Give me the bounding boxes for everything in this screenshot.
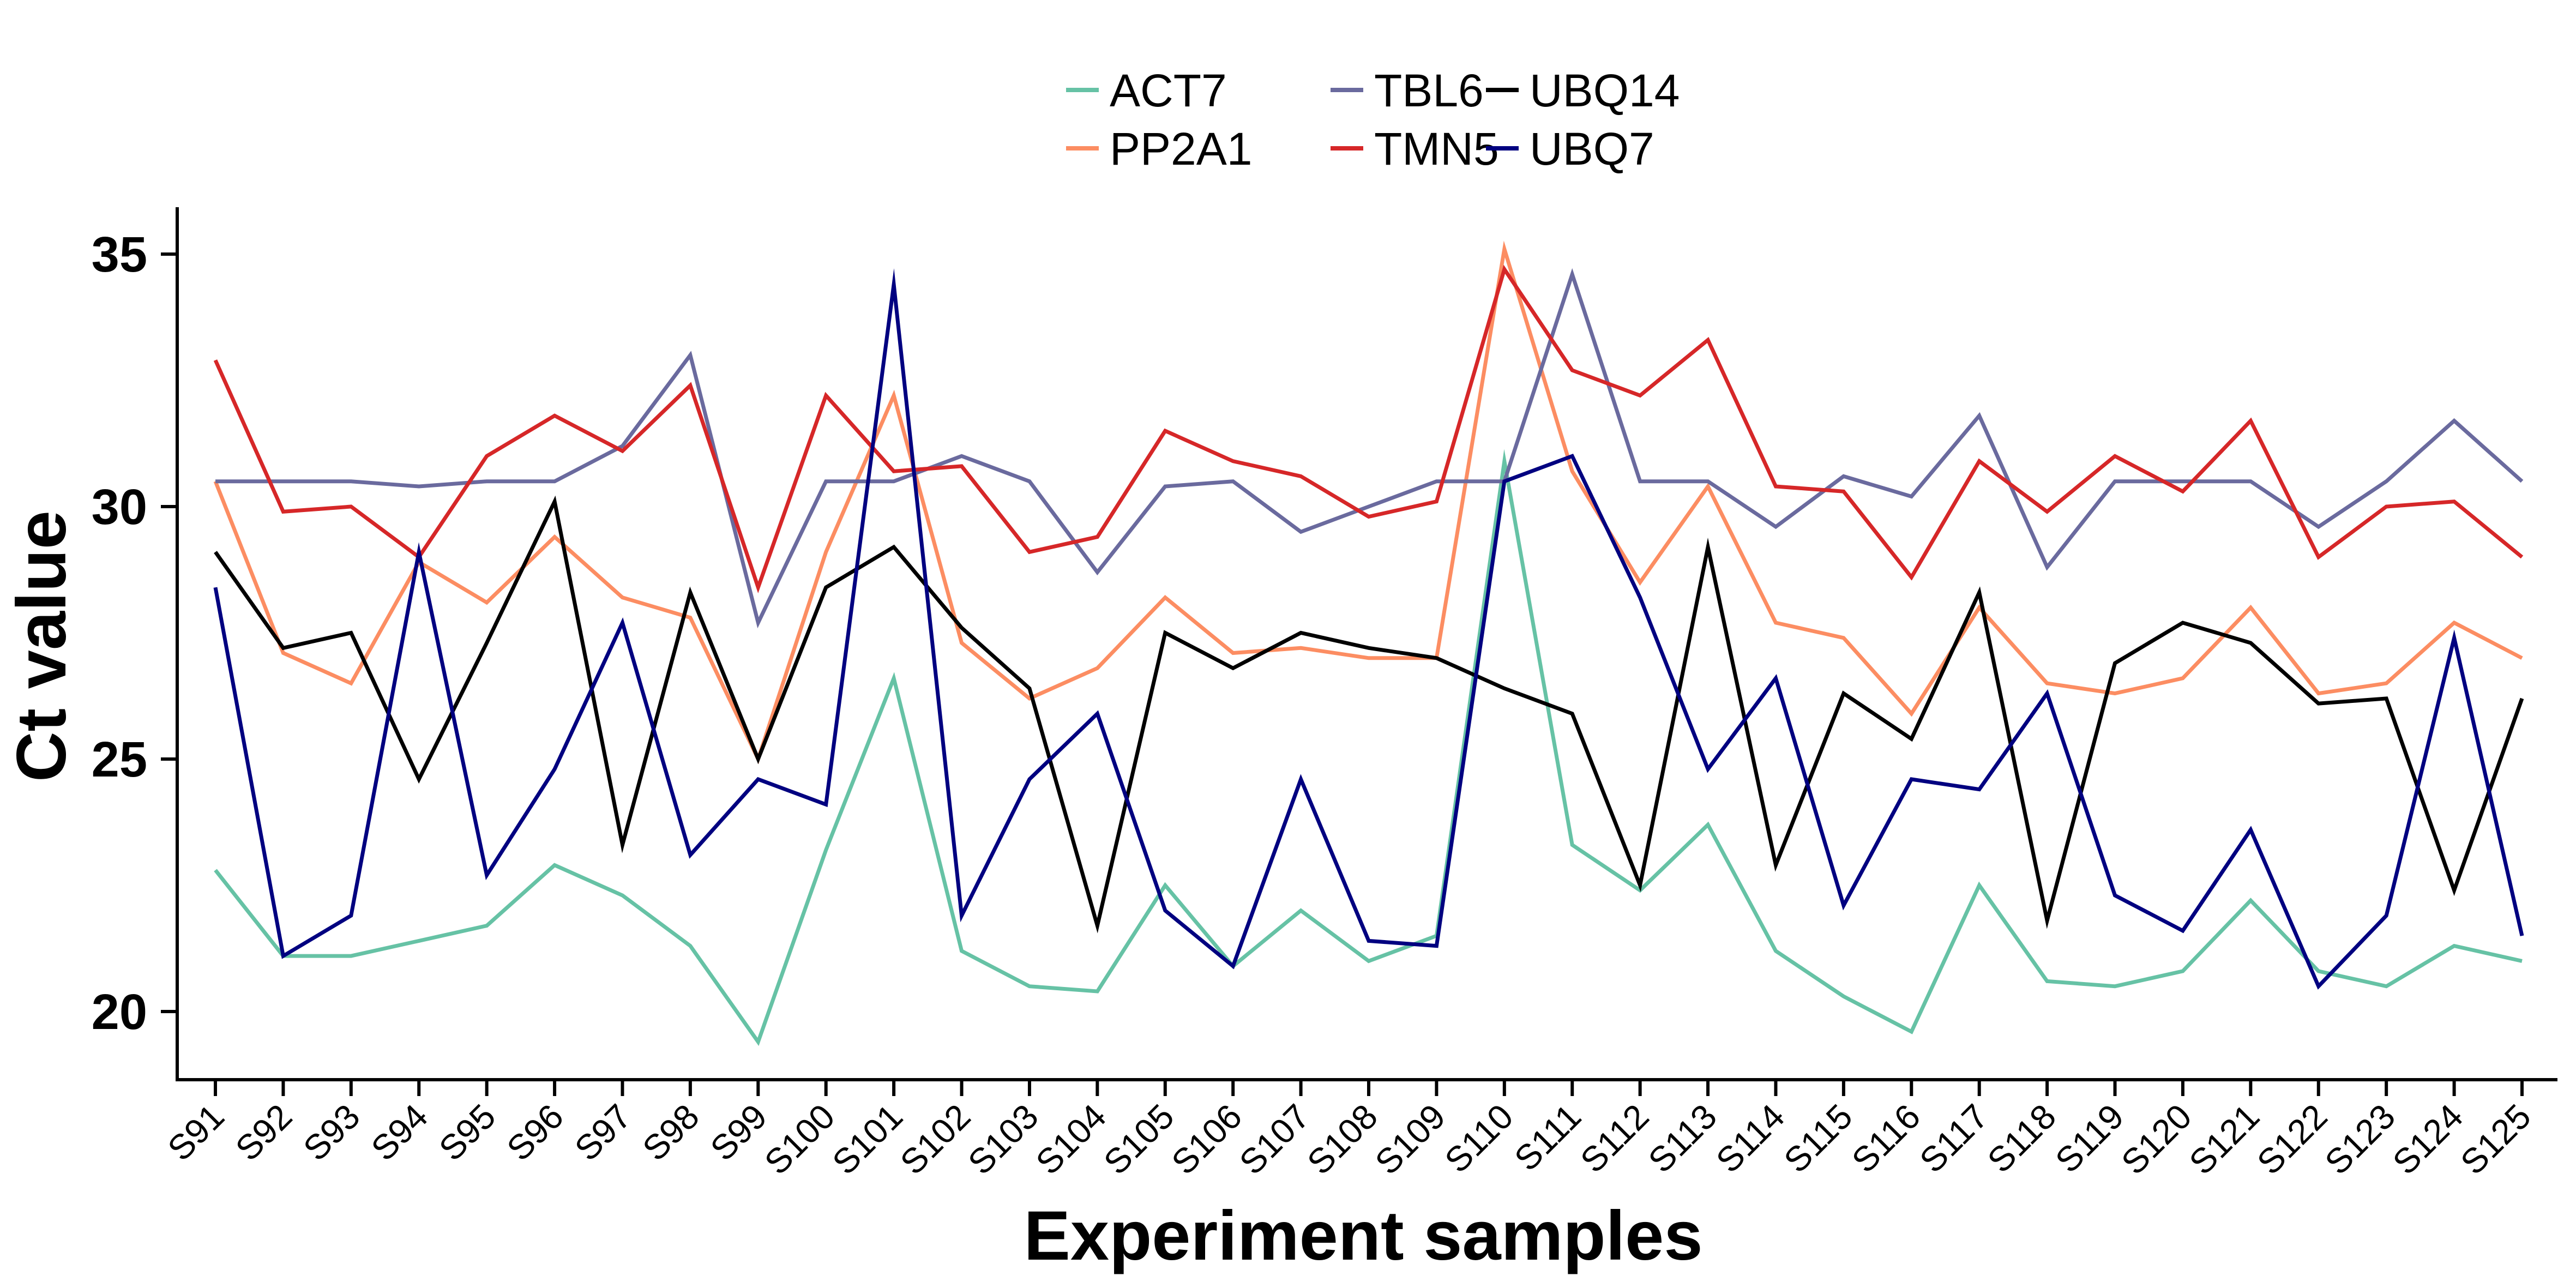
- x-tick-label: S97: [567, 1097, 639, 1168]
- legend-label: TMN5: [1374, 123, 1499, 174]
- series-line-tmn5: [213, 264, 2524, 593]
- x-tick-label: S124: [2385, 1097, 2471, 1182]
- x-tick-label: S121: [2182, 1097, 2267, 1182]
- x-tick-label: S108: [1299, 1097, 1385, 1182]
- y-tick-label: 30: [92, 479, 147, 535]
- y-axis-title: Ct value: [3, 510, 81, 782]
- x-tick-label: S110: [1437, 1097, 1520, 1180]
- legend-label: TBL6: [1374, 65, 1484, 116]
- x-tick-label: S119: [2048, 1097, 2131, 1180]
- x-tick-label: S122: [2249, 1097, 2335, 1182]
- x-tick-label: S111: [1507, 1097, 1588, 1178]
- series-line-act7: [214, 449, 2523, 1046]
- legend-item-pp2a1: PP2A1: [1066, 123, 1253, 174]
- x-tick-label: S114: [1708, 1097, 1792, 1180]
- x-tick-label: S104: [1028, 1097, 1114, 1182]
- x-tick-label: S93: [296, 1097, 367, 1168]
- x-tick-label: S125: [2453, 1097, 2538, 1182]
- x-tick-label: S107: [1232, 1097, 1317, 1182]
- x-tick-label: S106: [1164, 1097, 1249, 1182]
- y-tick-label: 35: [92, 227, 147, 282]
- series-line-pp2a1: [213, 240, 2523, 765]
- series-line-ubq14: [214, 495, 2524, 934]
- x-tick-label: S112: [1573, 1097, 1656, 1180]
- series-line-tbl6: [215, 268, 2524, 629]
- x-tick-label: S116: [1844, 1097, 1928, 1180]
- x-tick-label: S102: [893, 1097, 978, 1182]
- x-tick-label: S92: [228, 1097, 299, 1168]
- x-axis-title: Experiment samples: [1024, 1197, 1703, 1275]
- legend-item-tbl6: TBL6: [1331, 65, 1484, 116]
- x-tick-label: S100: [757, 1097, 842, 1182]
- x-tick-label: S96: [499, 1097, 571, 1168]
- x-tick-label: S105: [1096, 1097, 1182, 1182]
- x-ticks: S91S92S93S94S95S96S97S98S99S100S101S102S…: [160, 1080, 2538, 1182]
- x-tick-label: S123: [2317, 1097, 2403, 1182]
- legend-item-tmn5: TMN5: [1331, 123, 1499, 174]
- y-tick-label: 25: [92, 732, 147, 787]
- legend-label: UBQ7: [1530, 123, 1654, 174]
- x-tick-label: S115: [1777, 1097, 1860, 1180]
- legend: ACT7 PP2A1 TBL6 TMN5 UBQ14 UBQ7: [1066, 65, 1680, 174]
- legend-item-act7: ACT7: [1066, 65, 1227, 116]
- x-tick-label: S109: [1368, 1097, 1453, 1182]
- y-ticks: 20 25 30 35: [92, 227, 177, 1040]
- x-tick-label: S95: [431, 1097, 503, 1168]
- legend-label: UBQ14: [1530, 65, 1680, 116]
- x-tick-label: S91: [160, 1097, 231, 1168]
- x-tick-label: S117: [1912, 1097, 1995, 1180]
- x-tick-label: S103: [960, 1097, 1046, 1182]
- legend-item-ubq14: UBQ14: [1486, 65, 1680, 116]
- x-tick-label: S94: [364, 1097, 435, 1168]
- x-tick-label: S98: [635, 1097, 706, 1168]
- x-tick-label: S118: [1980, 1097, 2063, 1180]
- series-lines: [213, 240, 2524, 1046]
- y-tick-label: 20: [92, 984, 147, 1040]
- series-line-ubq7: [213, 268, 2524, 990]
- x-tick-label: S113: [1641, 1097, 1724, 1180]
- x-tick-label: S120: [2114, 1097, 2199, 1182]
- legend-label: PP2A1: [1110, 123, 1253, 174]
- legend-item-ubq7: UBQ7: [1486, 123, 1654, 174]
- legend-label: ACT7: [1110, 65, 1227, 116]
- x-tick-label: S101: [824, 1097, 910, 1182]
